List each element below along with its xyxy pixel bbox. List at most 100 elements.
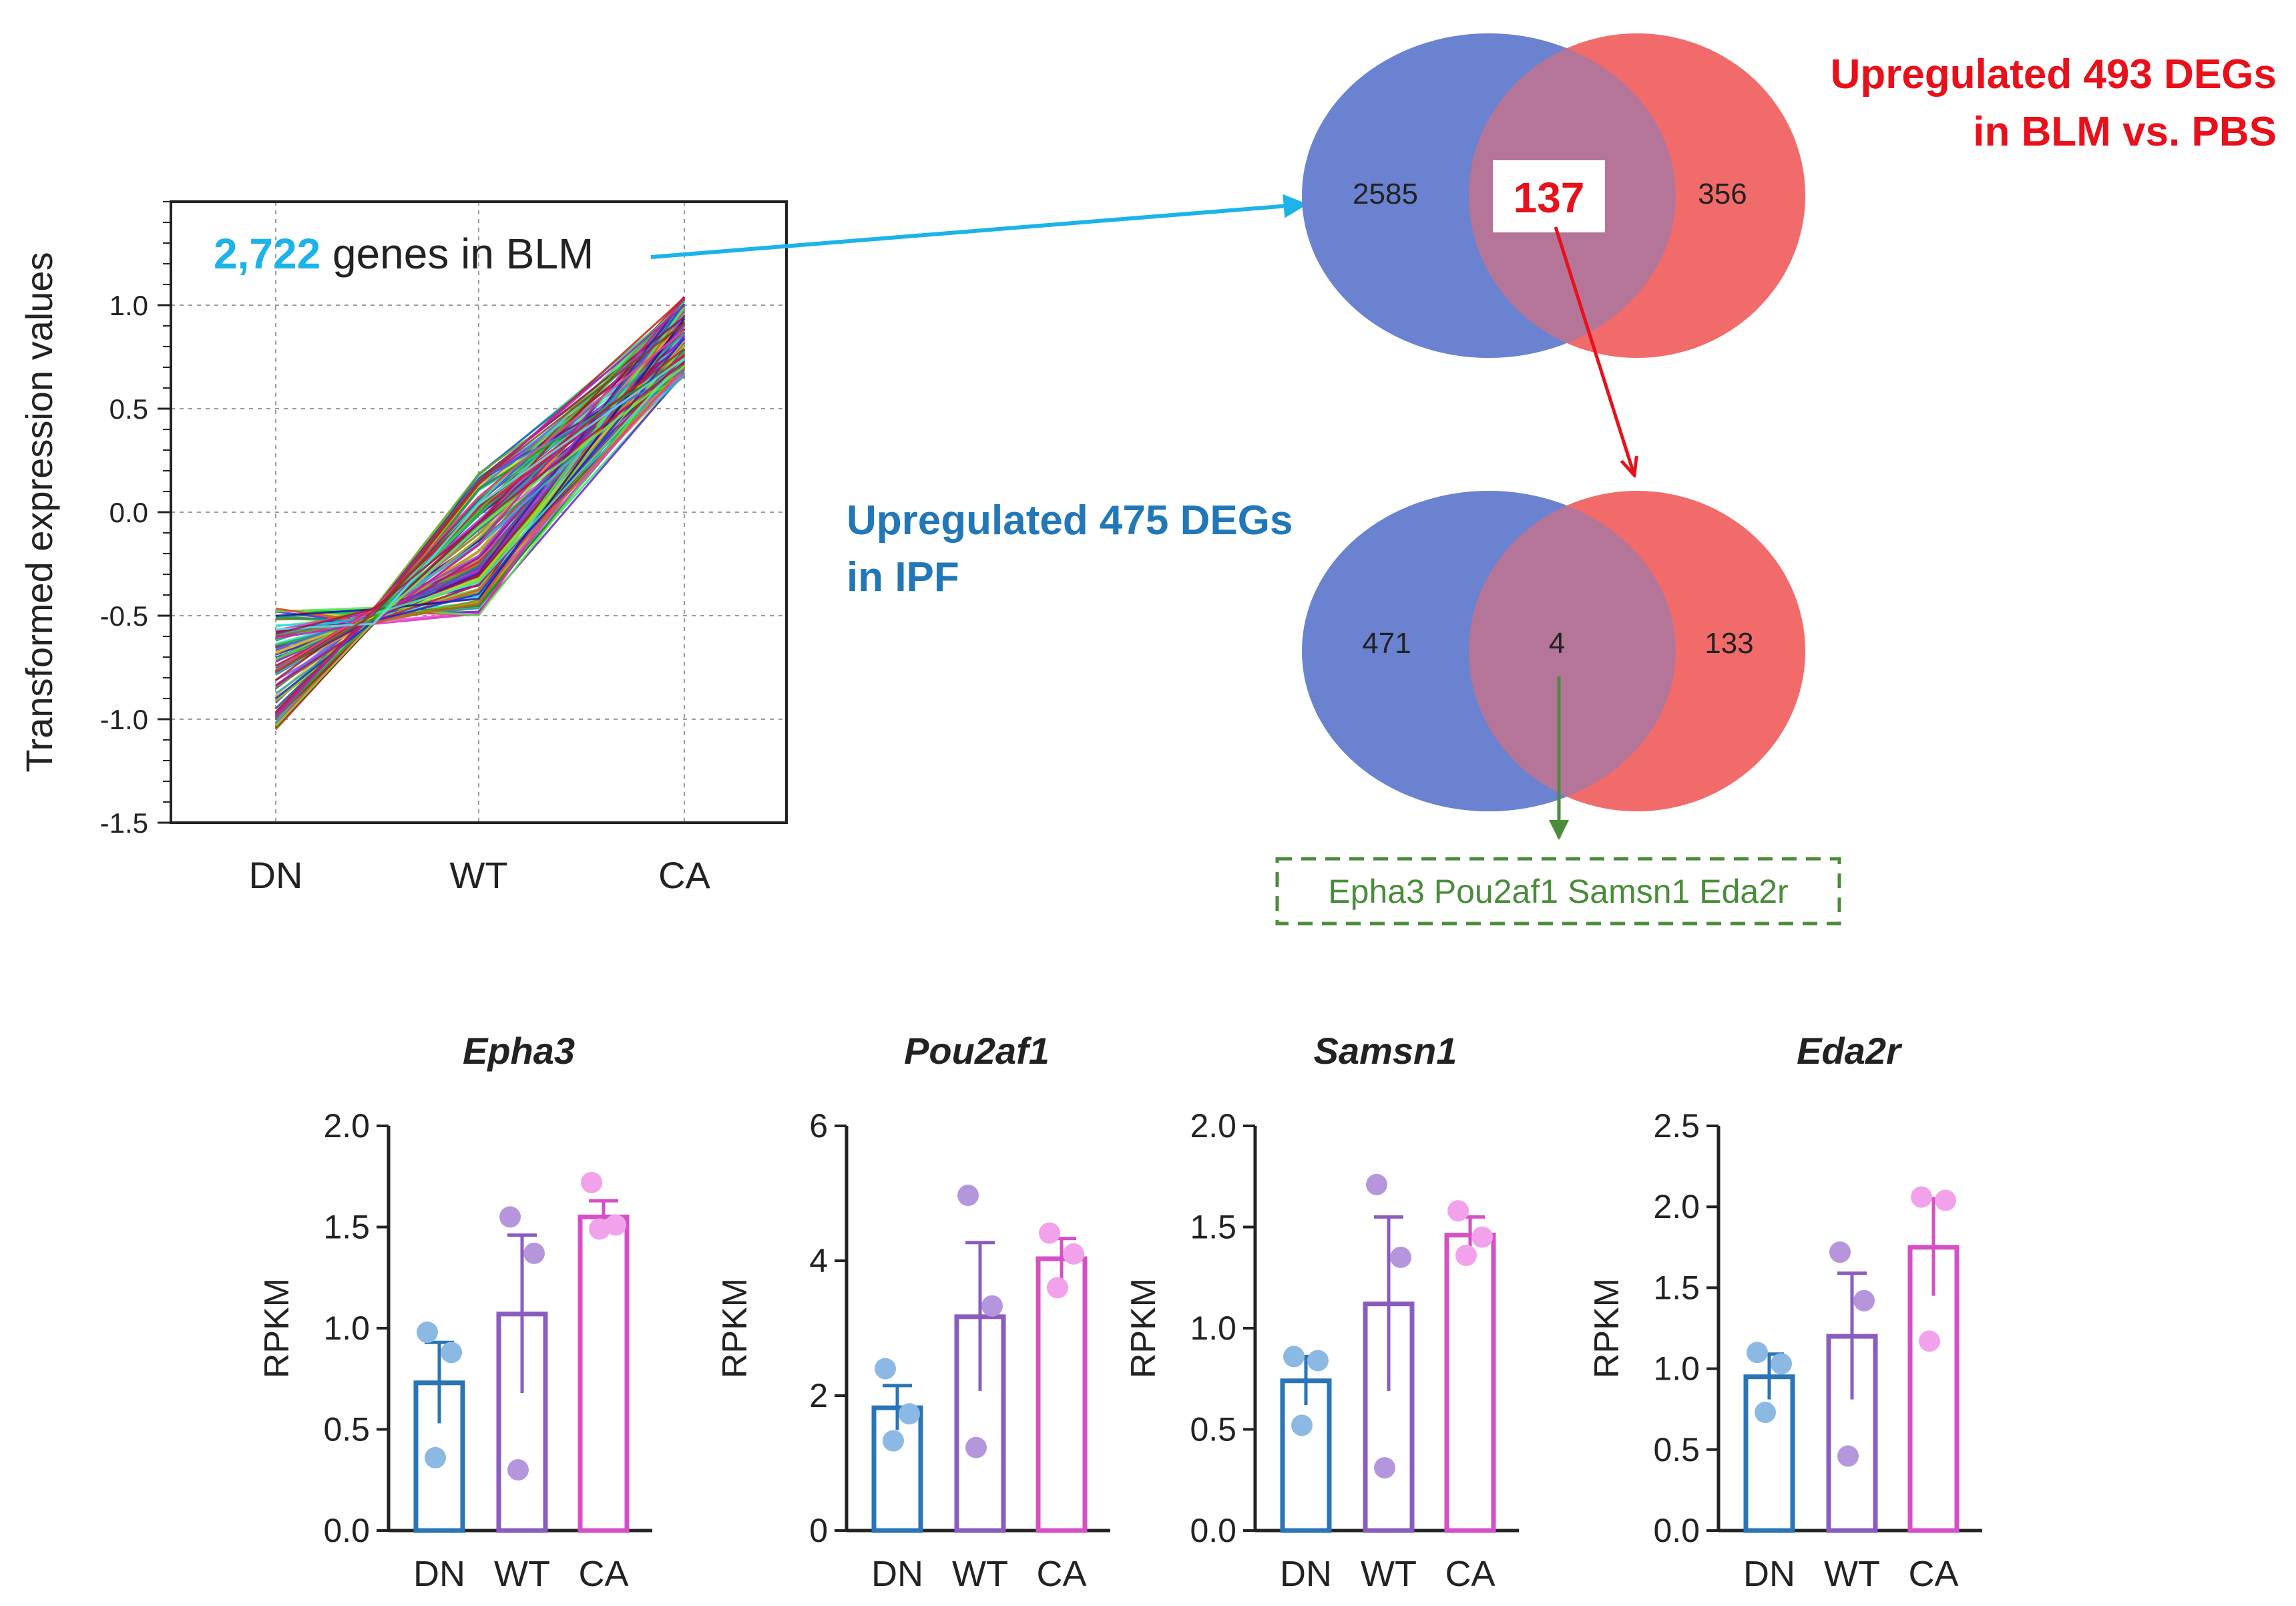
data-point-ca — [1471, 1226, 1493, 1248]
bar-ca — [1444, 1233, 1496, 1533]
bar-chart-ytick-label: 0.0 — [1190, 1512, 1236, 1549]
profile-xtick-label: DN — [249, 854, 303, 896]
bar-chart-title: Eda2r — [1797, 1030, 1903, 1072]
bar-chart-ytick-label: 2 — [809, 1377, 828, 1414]
bar-chart-xtick-label: DN — [1280, 1554, 1332, 1594]
data-point-ca — [1911, 1186, 1932, 1208]
data-point-wt — [499, 1206, 521, 1228]
bar-chart-ytick-label: 0.5 — [323, 1411, 370, 1448]
data-point-ca — [1047, 1277, 1068, 1299]
venn-bottom-right-circle — [1469, 491, 1805, 811]
bar-chart-ytick-label: 4 — [809, 1242, 828, 1279]
bar-chart-ylabel: RPKM — [1588, 1278, 1626, 1378]
data-point-wt — [1390, 1246, 1411, 1268]
bar-chart-ytick-label: 0 — [809, 1512, 828, 1549]
bar-chart-xtick-label: WT — [494, 1554, 550, 1594]
data-point-ca — [581, 1171, 602, 1193]
bar-chart-ylabel: RPKM — [258, 1278, 296, 1378]
venn-top-center-box — [1493, 160, 1605, 232]
bar-chart-pou2af1: Pou2af1 RPKM 0 2 4 6 DN WT CA — [716, 1030, 1110, 1594]
profile-ytick-label: 0.0 — [109, 497, 148, 528]
bar-chart-ylabel: RPKM — [716, 1278, 754, 1378]
data-point-wt — [507, 1459, 529, 1481]
profile-gene-line — [275, 318, 686, 617]
data-point-dn — [883, 1430, 904, 1452]
data-point-dn — [1771, 1353, 1792, 1375]
bar-chart-epha3: Epha3 RPKM 0.0 0.5 1.0 1.5 2.0 DN WT CA — [258, 1030, 652, 1594]
bar-chart-xtick-label: WT — [1824, 1554, 1880, 1594]
bar-chart-eda2r: Eda2r RPKM 0.0 0.5 1.0 1.5 2.0 2.5 DN WT CA — [1588, 1030, 1982, 1594]
bar-chart-ytick-label: 0.5 — [1190, 1411, 1236, 1448]
data-point-dn — [1283, 1346, 1305, 1368]
data-point-dn — [441, 1342, 462, 1364]
bar-chart-xtick-label: WT — [1361, 1554, 1417, 1594]
profile-gene-line — [275, 298, 686, 640]
bar-chart-ytick-label: 1.0 — [1190, 1310, 1236, 1347]
profile-title: 2,722 genes in BLM — [214, 230, 594, 278]
profile-ytick-label: -0.5 — [100, 600, 148, 632]
venn-top-label-line2: in BLM vs. PBS — [1973, 109, 2277, 155]
bar-chart-ytick-label: 1.0 — [1653, 1350, 1700, 1388]
venn-top-center-count: 137 — [1514, 174, 1585, 222]
profile-gene-line — [275, 322, 685, 674]
data-point-wt — [1837, 1445, 1859, 1467]
venn-top-overlap-tint — [1302, 33, 1676, 358]
bar-chart-xtick-label: CA — [578, 1554, 628, 1594]
data-point-dn — [1747, 1342, 1768, 1364]
bar-chart-xtick-label: DN — [1743, 1554, 1795, 1594]
bar-ca — [578, 1214, 630, 1533]
profile-ytick-label: -1.5 — [100, 807, 148, 839]
data-point-dn — [417, 1322, 438, 1344]
bar-chart-samsn1: Samsn1 RPKM 0.0 0.5 1.0 1.5 2.0 DN WT CA — [1124, 1030, 1519, 1594]
bar-chart-ylabel: RPKM — [1124, 1278, 1163, 1378]
venn-bottom-label-line2: in IPF — [847, 554, 959, 600]
profile-gene-line — [275, 322, 686, 686]
bar-chart-xtick-label: CA — [1445, 1554, 1495, 1594]
profile-gene-line — [274, 348, 685, 713]
bar-chart-title: Epha3 — [463, 1030, 575, 1072]
bar-chart-xtick-label: DN — [413, 1554, 465, 1594]
bar-chart-ytick-label: 6 — [809, 1107, 828, 1145]
profile-x-ticks: DN WT CA — [249, 854, 711, 896]
data-point-wt — [1829, 1241, 1851, 1263]
data-point-wt — [523, 1242, 545, 1264]
data-point-dn — [1291, 1414, 1313, 1436]
venn-bottom-left-count: 471 — [1362, 627, 1411, 660]
bar-chart-ytick-label: 0.0 — [323, 1512, 370, 1549]
venn-top-right-circle — [1469, 33, 1805, 358]
venn-bottom-label-line1: Upregulated 475 DEGs — [847, 497, 1293, 544]
bar-chart-title: Pou2af1 — [904, 1030, 1050, 1072]
data-point-ca — [589, 1218, 610, 1240]
data-point-dn — [875, 1358, 896, 1380]
bar-chart-ytick-label: 2.0 — [1190, 1107, 1236, 1145]
profile-y-ticks: 1.0 0.5 0.0 -0.5 -1.0 -1.5 — [100, 201, 171, 839]
bar-chart-ytick-label: 2.5 — [1653, 1107, 1700, 1145]
bar-chart-ytick-label: 2.0 — [323, 1107, 370, 1145]
profile-gene-line — [275, 357, 685, 630]
bar-chart-xtick-label: CA — [1908, 1554, 1958, 1594]
bar-chart-ytick-label: 0.0 — [1653, 1512, 1700, 1549]
data-point-wt — [1853, 1289, 1875, 1312]
profile-gene-line — [275, 298, 686, 672]
profile-xtick-label: WT — [449, 854, 507, 896]
data-point-ca — [1447, 1200, 1469, 1222]
profile-gene-count: 2,722 — [214, 230, 320, 278]
venn-bottom-right-count: 133 — [1704, 627, 1753, 660]
bar-chart-xtick-label: WT — [952, 1554, 1008, 1594]
bar-chart-ytick-label: 2.0 — [1653, 1188, 1700, 1225]
venn-to-venn-arrow — [1554, 226, 1634, 475]
bar-dn — [1743, 1374, 1795, 1533]
data-point-ca — [1039, 1222, 1060, 1244]
bar-chart-xtick-label: CA — [1036, 1554, 1086, 1594]
profile-to-venn-arrow — [650, 194, 1308, 259]
profile-gene-line — [275, 357, 686, 636]
bar-charts: Epha3 RPKM 0.0 0.5 1.0 1.5 2.0 DN WT CA Pou2af1 RPK… — [258, 1030, 1982, 1594]
profile-gene-line — [275, 361, 685, 635]
bar-ca — [1036, 1256, 1088, 1533]
bar-chart-ytick-label: 0.5 — [1653, 1431, 1700, 1468]
data-point-dn — [899, 1403, 920, 1425]
profile-xtick-label: CA — [658, 854, 710, 896]
venn-top-label-line1: Upregulated 493 DEGs — [1831, 51, 2277, 97]
data-point-ca — [1935, 1189, 1956, 1211]
